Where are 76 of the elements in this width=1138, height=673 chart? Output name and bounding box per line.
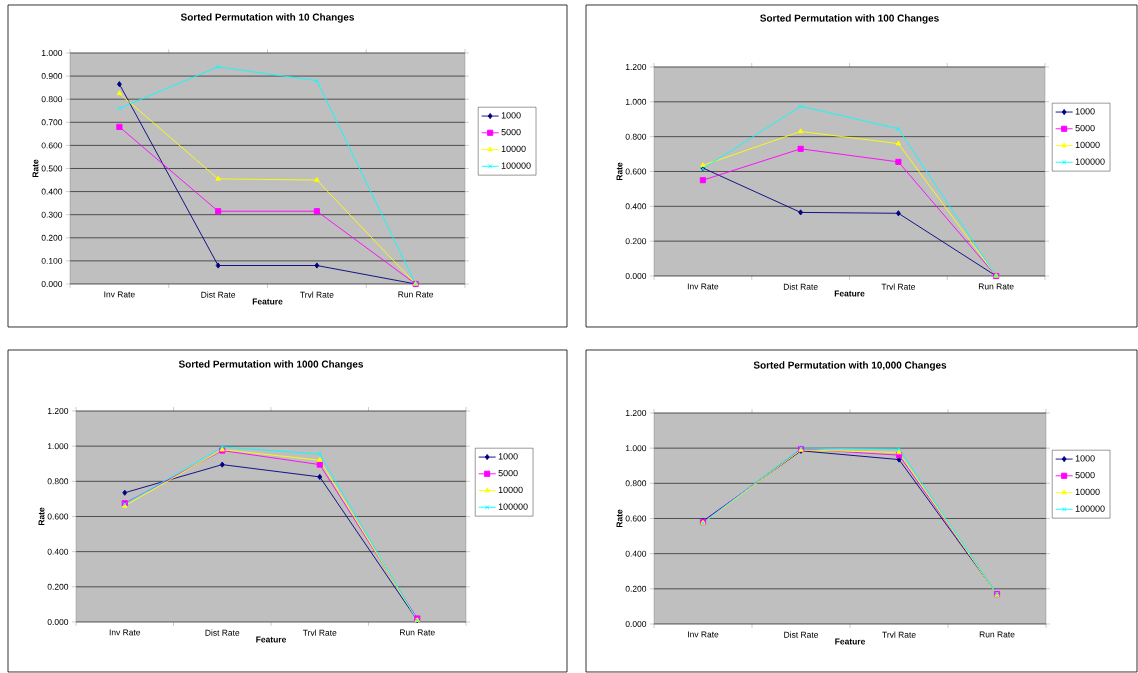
y-tick-label: 1.200 — [625, 409, 647, 416]
x-axis-title: Feature — [256, 636, 287, 643]
y-tick-label: 0.200 — [47, 583, 69, 590]
y-tick-label: 0.000 — [625, 272, 647, 279]
y-tick-label: 0.200 — [625, 585, 647, 592]
y-tick-label: 0.000 — [41, 280, 63, 287]
x-tick-label: Dist Rate — [784, 631, 819, 638]
y-axis-title: Rate — [32, 159, 39, 178]
legend-label: 10000 — [1075, 141, 1100, 148]
legend-label: 5000 — [1075, 471, 1095, 479]
y-tick-label: 0.900 — [41, 73, 63, 80]
y-tick-label: 1.000 — [47, 443, 69, 450]
chart-title: Sorted Permutation with 100 Changes — [760, 14, 939, 24]
legend-label: 1000 — [501, 112, 521, 119]
legend-label: 5000 — [501, 128, 521, 136]
y-tick-label: 0.600 — [625, 515, 647, 522]
legend-label: 100000 — [1075, 158, 1105, 165]
y-tick-label: 0.400 — [625, 203, 647, 210]
y-tick-label: 1.000 — [625, 98, 647, 105]
x-tick-label: Dist Rate — [201, 291, 236, 298]
y-axis-title: Rate — [38, 507, 45, 526]
y-tick-label: 1.000 — [41, 49, 63, 56]
y-tick-label: 0.600 — [625, 168, 647, 175]
y-tick-label: 1.000 — [625, 445, 647, 452]
y-tick-label: 0.300 — [41, 211, 63, 218]
y-tick-label: 0.800 — [41, 96, 63, 103]
x-axis-title: Feature — [252, 298, 283, 305]
y-tick-label: 1.200 — [625, 63, 647, 70]
y-tick-label: 0.000 — [625, 620, 647, 627]
x-tick-label: Dist Rate — [783, 283, 818, 290]
y-tick-label: 0.200 — [625, 238, 647, 245]
legend-label: 10000 — [501, 145, 526, 153]
legend-label: 1000 — [498, 453, 518, 460]
y-tick-label: 1.200 — [47, 407, 69, 414]
legend-label: 1000 — [1075, 108, 1095, 115]
y-axis-title: Rate — [616, 162, 623, 181]
legend-label: 5000 — [1075, 124, 1095, 132]
y-axis-title: Rate — [616, 509, 623, 528]
x-axis-title: Feature — [834, 290, 865, 297]
y-tick-label: 0.400 — [47, 548, 69, 555]
y-tick-label: 0.100 — [41, 257, 63, 264]
legend-label: 100000 — [1075, 505, 1105, 512]
y-tick-label: 0.600 — [41, 142, 63, 149]
y-tick-label: 0.600 — [47, 513, 69, 520]
x-tick-label: Dist Rate — [205, 629, 240, 636]
x-tick-label: Trvl Rate — [302, 629, 337, 636]
x-tick-label: Run Rate — [979, 631, 1015, 638]
y-tick-label: 0.800 — [47, 478, 69, 485]
legend-label: 5000 — [498, 469, 518, 477]
y-tick-label: 0.000 — [47, 618, 69, 625]
legend-label: 100000 — [498, 503, 528, 510]
x-tick-label: Run Rate — [398, 291, 434, 298]
y-tick-label: 0.400 — [41, 188, 63, 195]
y-tick-label: 0.700 — [41, 119, 63, 126]
x-tick-label: Inv Rate — [104, 291, 135, 298]
legend-label: 100000 — [501, 162, 531, 169]
x-tick-label: Trvl Rate — [881, 283, 916, 290]
x-axis-title: Feature — [835, 638, 866, 645]
x-tick-label: Trvl Rate — [882, 631, 916, 638]
y-tick-label: 0.200 — [41, 234, 63, 241]
legend-label: 10000 — [498, 486, 523, 494]
chart-title: Sorted Permutation with 1000 Changes — [178, 360, 364, 370]
y-tick-label: 0.400 — [625, 550, 647, 557]
y-tick-label: 0.500 — [41, 165, 63, 172]
x-tick-label: Inv Rate — [687, 283, 719, 290]
x-tick-label: Trvl Rate — [300, 291, 334, 298]
x-tick-label: Run Rate — [978, 283, 1014, 290]
chart-title: Sorted Permutation with 10 Changes — [180, 13, 355, 23]
chart-title: Sorted Permutation with 10,000 Changes — [753, 361, 947, 371]
y-tick-label: 0.800 — [625, 480, 647, 487]
x-tick-label: Inv Rate — [688, 631, 719, 638]
legend-label: 10000 — [1075, 488, 1100, 496]
legend-label: 1000 — [1075, 455, 1095, 462]
y-tick-label: 0.800 — [625, 133, 647, 140]
x-tick-label: Run Rate — [400, 629, 435, 636]
x-tick-label: Inv Rate — [109, 629, 141, 636]
